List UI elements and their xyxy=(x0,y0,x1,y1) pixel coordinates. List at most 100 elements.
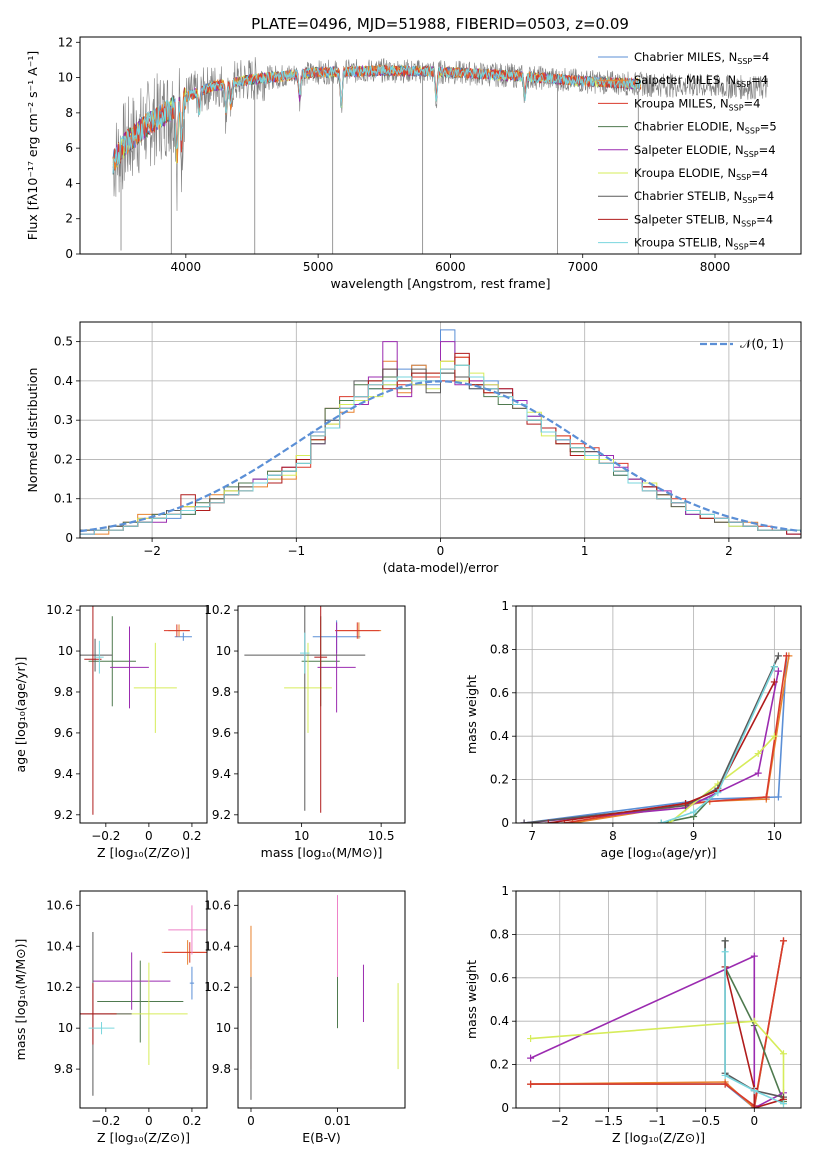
x-tick-label: 10 xyxy=(294,829,309,843)
weight-marker xyxy=(770,732,778,740)
x-tick-label: 1 xyxy=(581,544,589,558)
legend-label: Chabrier STELIB, NSSP=4 xyxy=(634,189,774,205)
legend-label: Salpeter ELODIE, NSSP=4 xyxy=(634,143,776,159)
weight-line-kroupa_miles xyxy=(530,940,785,1108)
axes-frame xyxy=(79,36,802,255)
y-tick-label: 10.2 xyxy=(204,980,231,994)
y-tick-label: 10.2 xyxy=(46,603,73,617)
y-axis-label: mass [log₁₀(M/M⊙)] xyxy=(13,939,28,1061)
y-tick-label: 9.6 xyxy=(212,726,231,740)
weight-line-salpeter_stelib xyxy=(548,681,776,823)
y-axis-label: Normed distribution xyxy=(25,368,40,493)
weight-marker xyxy=(754,750,762,758)
x-axis-label: wavelength [Angstrom, rest frame] xyxy=(330,276,550,291)
weight-line-salpeter_elodie xyxy=(530,954,784,1108)
y-tick-label: 6 xyxy=(65,141,73,155)
y-tick-label: 2 xyxy=(65,212,73,226)
y-tick-label: 12 xyxy=(58,35,73,49)
y-tick-label: 0.5 xyxy=(54,335,73,349)
spectrum-model-chabrier_miles xyxy=(112,64,642,174)
x-tick-label: 8 xyxy=(609,829,617,843)
x-tick-label: 4000 xyxy=(171,260,202,274)
weight-marker xyxy=(714,789,722,797)
weight-marker xyxy=(750,1104,758,1108)
x-tick-label: 7000 xyxy=(567,260,598,274)
y-tick-label: 10 xyxy=(216,644,231,658)
normal-curve xyxy=(80,380,801,533)
spectrum-model-salpeter_elodie xyxy=(112,64,642,170)
y-tick-label: 0.4 xyxy=(54,374,73,388)
legend-label: Salpeter MILES, NSSP=4 xyxy=(634,73,768,89)
weight-marker xyxy=(569,819,577,823)
weight-marker xyxy=(527,1054,535,1062)
y-tick-label: 0.8 xyxy=(490,642,509,656)
y-tick-label: 0.6 xyxy=(490,686,509,700)
y-tick-label: 0.3 xyxy=(54,413,73,427)
x-axis-label: Z [log₁₀(Z/Z⊙)] xyxy=(97,845,190,860)
y-tick-label: 0 xyxy=(501,1101,509,1115)
y-tick-label: 9.2 xyxy=(54,808,73,822)
y-tick-label: 9.6 xyxy=(54,726,73,740)
y-tick-label: 0.2 xyxy=(54,452,73,466)
y-tick-label: 1 xyxy=(501,599,509,613)
weight-marker xyxy=(721,948,729,956)
y-tick-label: 10.6 xyxy=(46,898,73,912)
age-vs-metallicity-panel: −0.2 0 0.2 9.2 9.4 9.6 9.8 10 10.2 Z [log₁₀(Z/Z⊙)… xyxy=(13,603,208,860)
weight-marker xyxy=(527,1035,535,1043)
legend-label: Kroupa STELIB, NSSP=4 xyxy=(634,236,765,252)
x-tick-label: −1.5 xyxy=(594,1114,623,1128)
age-vs-mass-panel: 10 10.5 9.2 9.4 9.6 9.8 10 10.2 mass [log₁₀(M/M⊙… xyxy=(204,603,406,860)
weight-line-salpeter_stelib xyxy=(724,966,784,1108)
legend-label: Salpeter STELIB, NSSP=4 xyxy=(634,212,773,228)
weight-marker xyxy=(779,937,787,945)
y-tick-label: 8 xyxy=(65,106,73,120)
weight-marker xyxy=(782,652,790,660)
legend-label: Kroupa ELODIE, NSSP=4 xyxy=(634,166,768,182)
weight-marker xyxy=(690,808,698,816)
y-tick-label: 9.8 xyxy=(54,685,73,699)
weight-marker xyxy=(770,678,778,686)
weight-marker xyxy=(750,1017,758,1025)
y-tick-label: 10 xyxy=(58,1021,73,1035)
x-tick-label: 0 xyxy=(145,829,153,843)
weight-marker xyxy=(721,1080,729,1088)
y-tick-label: 1 xyxy=(501,884,509,898)
x-tick-label: −2 xyxy=(143,544,161,558)
weight-line-kroupa_stelib xyxy=(661,666,776,823)
x-tick-label: 0 xyxy=(145,1114,153,1128)
y-tick-label: 10 xyxy=(58,644,73,658)
x-axis-label: mass [log₁₀(M/M⊙)] xyxy=(261,845,383,860)
y-tick-label: 0.8 xyxy=(490,927,509,941)
y-tick-label: 9.4 xyxy=(54,767,73,781)
plot-area xyxy=(80,329,801,538)
weight-marker xyxy=(721,1071,729,1079)
weight-marker xyxy=(779,1050,787,1058)
y-axis-label: mass weight xyxy=(464,675,479,754)
weight-marker xyxy=(544,819,552,823)
x-axis-label: E(B-V) xyxy=(302,1130,341,1145)
y-axis-label: Flux [fλ10⁻¹⁷ erg cm⁻² s⁻¹ A⁻¹] xyxy=(25,51,40,240)
y-tick-label: 10.4 xyxy=(204,939,231,953)
plot-area xyxy=(80,905,207,1096)
plot-area xyxy=(250,895,399,1100)
y-tick-label: 0 xyxy=(501,816,509,830)
plot-area xyxy=(80,606,192,815)
x-tick-label: 7 xyxy=(528,829,536,843)
x-axis-label: (data-model)/error xyxy=(383,560,500,575)
x-tick-label: −1 xyxy=(287,544,305,558)
plot-area xyxy=(527,937,787,1108)
weight-marker xyxy=(657,819,665,823)
weight-marker xyxy=(770,663,778,671)
weight-marker xyxy=(721,937,729,945)
weight-line-kroupa_elodie xyxy=(668,735,775,823)
plot-area xyxy=(244,606,382,813)
weight-marker xyxy=(750,1087,758,1095)
x-tick-label: 10 xyxy=(767,829,782,843)
x-tick-label: 2 xyxy=(725,544,733,558)
y-tick-label: 9.2 xyxy=(212,808,231,822)
axes-frame xyxy=(79,890,208,1109)
weight-line-kroupa_stelib xyxy=(724,951,784,1105)
x-axis-label: Z [log₁₀(Z/Z⊙)] xyxy=(612,1130,705,1145)
axes-frame xyxy=(515,605,802,824)
